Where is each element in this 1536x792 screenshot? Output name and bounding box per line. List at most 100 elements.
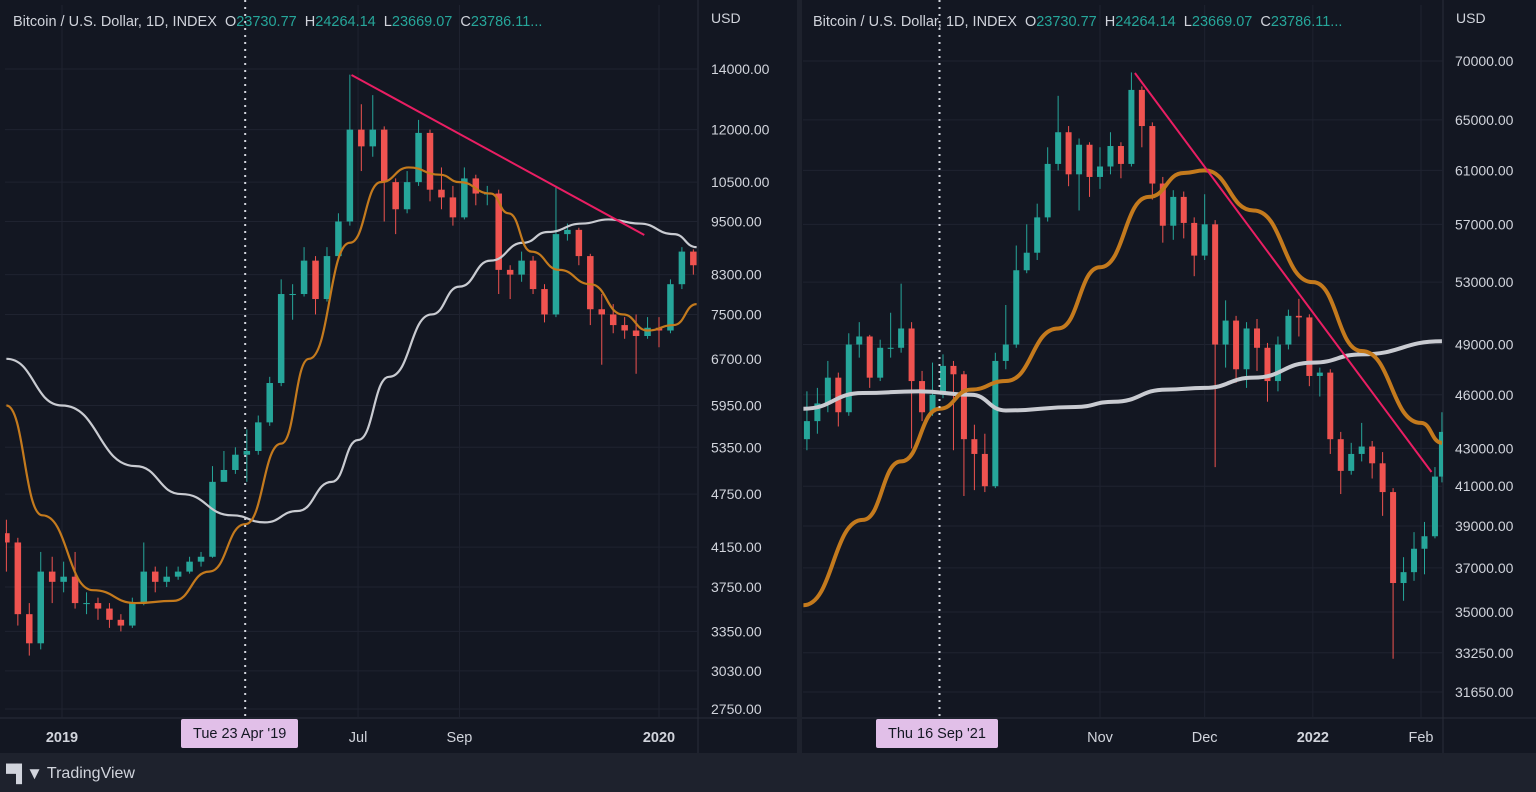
candle (163, 566, 170, 588)
trendline[interactable] (351, 74, 645, 236)
candle-body (877, 347, 884, 378)
candle-body (289, 294, 296, 296)
candle (335, 213, 342, 259)
candle (1306, 314, 1313, 387)
chart-panel-right[interactable]: 70000.00 65000.00 61000.00 57000.00 53000.00… (802, 0, 1536, 753)
candle (845, 333, 852, 416)
chart-panel-left[interactable]: 14000.00 12000.00 10500.00 9500.00 8300.00 75… (0, 0, 797, 753)
chart-canvas-left[interactable]: 14000.00 12000.00 10500.00 9500.00 8300.00 75… (0, 0, 797, 753)
price-tick-label: 3030.00 (711, 663, 762, 679)
chart-canvas-right[interactable]: 70000.00 65000.00 61000.00 57000.00 53000.00… (802, 0, 1536, 753)
candle-body (117, 619, 125, 626)
candle (312, 256, 319, 315)
candle (403, 171, 411, 214)
candle (1055, 95, 1062, 171)
candle-body (472, 178, 480, 194)
candle (1222, 300, 1229, 368)
candle-body (609, 314, 617, 326)
price-tick-label: 31650.00 (1455, 684, 1514, 700)
candle-body (243, 450, 251, 455)
brand-name[interactable]: TradingView (46, 765, 135, 782)
candle (1400, 557, 1407, 601)
candle (1201, 194, 1208, 260)
open-label: O (224, 14, 237, 30)
candle (1013, 245, 1020, 348)
candle-body (1107, 146, 1114, 167)
candle (506, 265, 514, 300)
candle-body (209, 481, 216, 557)
open-value: 23730.77 (1036, 14, 1097, 30)
trendline[interactable] (1134, 72, 1433, 473)
candle-body (335, 221, 342, 257)
candle-body (220, 469, 228, 482)
symbol-legend: Bitcoin / U.S. Dollar, 1D, INDEX O23730.… (813, 14, 1342, 30)
close-value: 23786.11... (470, 14, 543, 30)
currency-label: USD (1456, 10, 1486, 26)
candle (255, 415, 262, 455)
candle-body (1201, 224, 1208, 256)
plot-area[interactable] (3, 5, 698, 718)
candle (277, 279, 285, 387)
candle (358, 104, 365, 172)
high-label: H (1104, 14, 1116, 30)
candle (929, 362, 936, 416)
candle (1274, 336, 1281, 392)
candle (220, 450, 228, 482)
candle (300, 247, 308, 297)
candle-body (919, 381, 926, 413)
candle-body (908, 328, 915, 382)
candle (856, 322, 863, 358)
candle-body (380, 129, 388, 183)
candle-body (1191, 222, 1198, 256)
candle (1191, 217, 1198, 277)
candle-body (94, 603, 102, 609)
candle (887, 312, 894, 358)
candle (1023, 224, 1030, 274)
candle-body (1431, 476, 1438, 537)
candle-body (37, 571, 44, 644)
open-label: O (1024, 14, 1037, 30)
high-value: 24264.14 (1115, 14, 1176, 30)
price-tick-label: 10500.00 (711, 174, 770, 190)
candle-body (1138, 89, 1145, 127)
candle-body (824, 377, 831, 404)
time-tick-label: Feb (1409, 730, 1434, 746)
price-tick-label: 3750.00 (711, 579, 762, 595)
candle-body (300, 260, 308, 295)
candle (1002, 304, 1009, 370)
candle-body (929, 394, 936, 413)
price-tick-label: 57000.00 (1455, 216, 1514, 232)
candle-body (575, 229, 583, 257)
candle-body (255, 422, 262, 451)
low-value: 23669.07 (1191, 14, 1253, 30)
candle (1254, 318, 1261, 371)
candle-body (814, 403, 821, 422)
candle (1295, 298, 1302, 337)
candle-body (60, 576, 67, 582)
candle (60, 561, 67, 593)
candle (289, 284, 296, 320)
candle (106, 603, 113, 628)
low-label: L (383, 14, 392, 30)
candle (1264, 342, 1271, 402)
candle-body (939, 365, 946, 395)
candle (140, 542, 148, 606)
candle-body (312, 260, 319, 300)
candle (1327, 369, 1334, 454)
candle-body (1233, 320, 1240, 370)
tradingview-logo-icon: ▀▌▼ (6, 764, 43, 783)
time-tick-label: 2019 (46, 730, 78, 746)
candle-body (678, 251, 686, 285)
candle-body (140, 571, 148, 604)
candle (83, 592, 90, 615)
price-tick-label: 8300.00 (711, 267, 762, 283)
price-tick-label: 9500.00 (711, 213, 762, 229)
candle-body (1274, 344, 1281, 382)
candle (621, 317, 628, 339)
plot-area[interactable] (803, 5, 1445, 718)
candle-body (564, 229, 571, 235)
candle (644, 317, 651, 339)
candle-body (1379, 463, 1386, 493)
price-tick-label: 37000.00 (1455, 560, 1514, 576)
candle (1316, 367, 1323, 397)
